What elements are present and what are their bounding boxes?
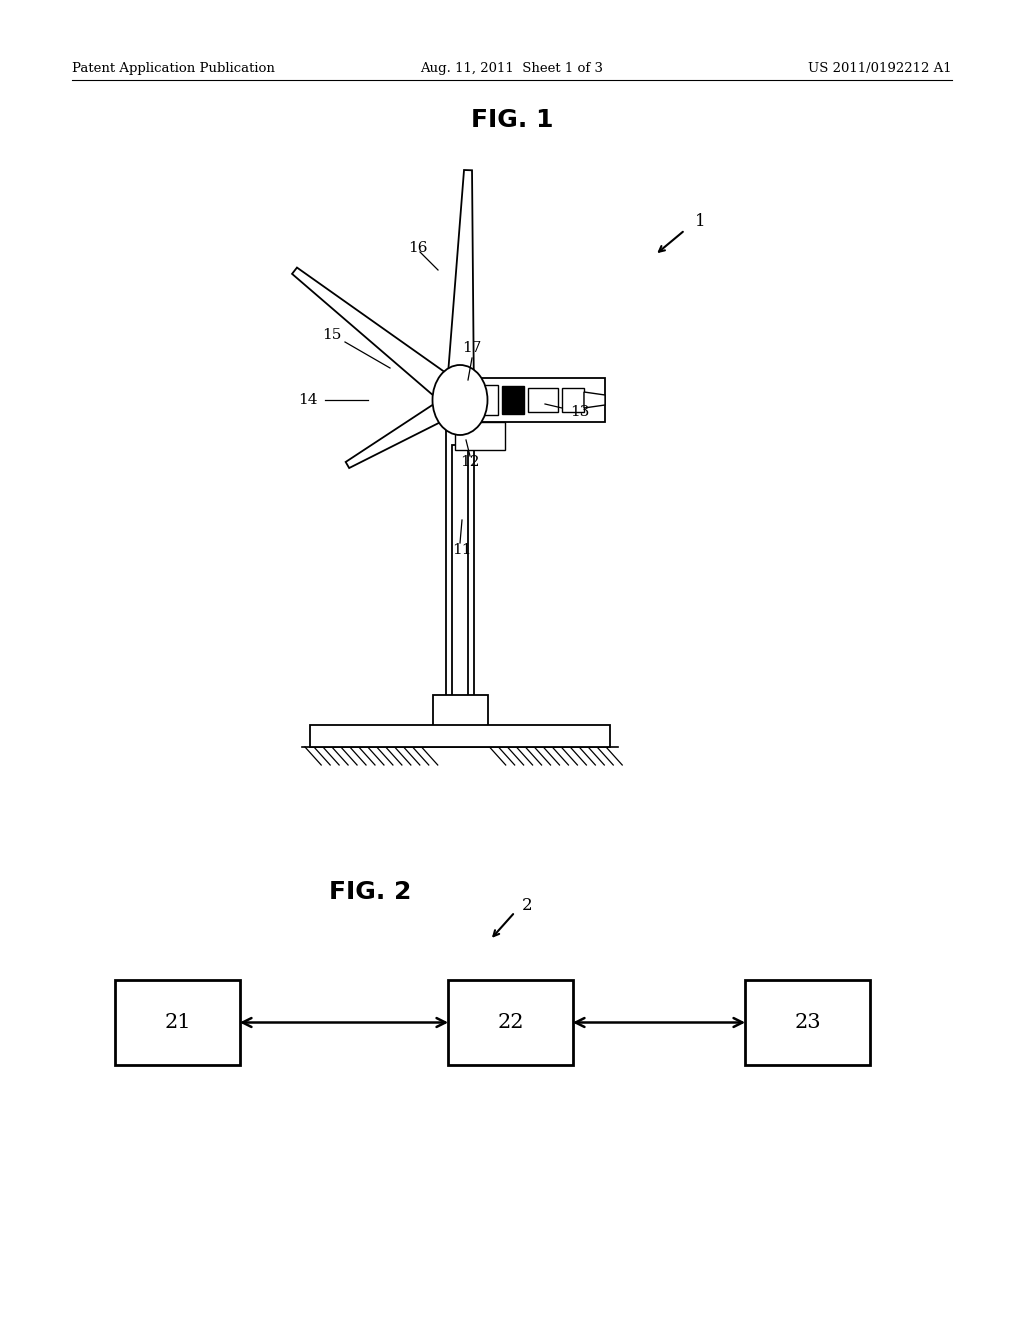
Polygon shape bbox=[584, 392, 605, 408]
Bar bbox=[470, 385, 498, 414]
Polygon shape bbox=[446, 430, 474, 700]
Polygon shape bbox=[292, 268, 469, 411]
Polygon shape bbox=[346, 391, 466, 469]
Bar bbox=[502, 385, 524, 414]
Text: 23: 23 bbox=[795, 1012, 821, 1032]
Bar bbox=[432, 696, 487, 730]
Bar bbox=[455, 422, 505, 450]
Text: 13: 13 bbox=[570, 405, 590, 418]
Text: FIG. 1: FIG. 1 bbox=[471, 108, 553, 132]
Ellipse shape bbox=[432, 366, 487, 436]
Polygon shape bbox=[446, 170, 474, 400]
Bar bbox=[528, 388, 558, 412]
Text: 16: 16 bbox=[408, 242, 427, 255]
Bar bbox=[562, 388, 584, 412]
Text: 12: 12 bbox=[460, 455, 479, 469]
Bar bbox=[449, 979, 573, 1065]
Text: 1: 1 bbox=[695, 214, 706, 231]
Text: 17: 17 bbox=[462, 341, 481, 355]
Text: Patent Application Publication: Patent Application Publication bbox=[72, 62, 274, 75]
Text: US 2011/0192212 A1: US 2011/0192212 A1 bbox=[808, 62, 952, 75]
Bar bbox=[445, 378, 605, 422]
Text: FIG. 2: FIG. 2 bbox=[329, 880, 412, 904]
Bar bbox=[745, 979, 870, 1065]
Text: 11: 11 bbox=[452, 543, 471, 557]
Text: 22: 22 bbox=[498, 1012, 523, 1032]
Text: Aug. 11, 2011  Sheet 1 of 3: Aug. 11, 2011 Sheet 1 of 3 bbox=[421, 62, 603, 75]
Text: 2: 2 bbox=[522, 896, 532, 913]
Text: 15: 15 bbox=[322, 327, 341, 342]
Text: 21: 21 bbox=[164, 1012, 190, 1032]
Bar bbox=[115, 979, 240, 1065]
Text: 14: 14 bbox=[298, 393, 317, 407]
Bar bbox=[310, 725, 610, 747]
